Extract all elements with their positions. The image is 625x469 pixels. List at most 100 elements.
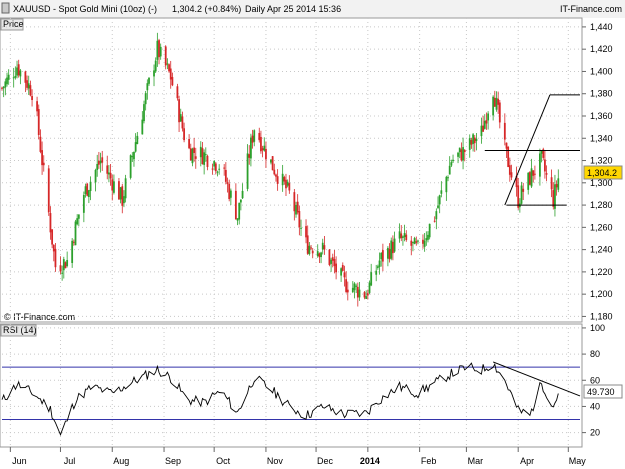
- candle-body: [241, 190, 244, 199]
- candle-body: [413, 238, 416, 245]
- candle-body: [555, 184, 558, 188]
- candle-body: [159, 46, 162, 57]
- candle-body: [462, 147, 464, 161]
- candles: [1, 32, 560, 307]
- rsi-annotations: [492, 361, 581, 397]
- rsi-tick-label: 40: [590, 401, 600, 411]
- candle-body: [82, 194, 85, 213]
- candle-body: [492, 96, 495, 116]
- candle-body: [365, 296, 368, 299]
- rsi-badge-value: 49.730: [587, 387, 615, 397]
- watermark: © IT-Finance.com: [4, 312, 75, 322]
- candle-body: [239, 199, 242, 203]
- price-panel: [0, 17, 583, 323]
- candle-body: [520, 185, 523, 204]
- candle-body: [223, 167, 226, 169]
- price-tick-label: 1,200: [590, 289, 613, 299]
- candle-body: [31, 96, 33, 101]
- x-tick-label: Jul: [64, 456, 76, 466]
- candle-body: [265, 148, 267, 160]
- candle-body: [199, 146, 202, 158]
- candle-body: [345, 279, 348, 292]
- candle-body: [355, 285, 358, 287]
- candle-body: [356, 286, 359, 298]
- candle-body: [72, 241, 75, 243]
- price-grid: [2, 18, 580, 322]
- candle-body: [109, 172, 112, 179]
- x-tick-label: Aug: [113, 456, 129, 466]
- rsi-panel: [0, 323, 583, 448]
- candle-body: [87, 190, 90, 198]
- candle-body: [113, 181, 115, 193]
- x-tick-label: Nov: [267, 456, 284, 466]
- candle-body: [310, 247, 312, 249]
- candle-body: [121, 186, 124, 206]
- candle-body: [211, 168, 214, 170]
- x-tick-label: Sep: [165, 456, 181, 466]
- meta-text: Daily Apr 25 2014 15:36: [245, 4, 341, 14]
- candle-body: [340, 268, 343, 276]
- candle-body: [77, 214, 80, 219]
- candle-body: [370, 272, 373, 286]
- header-bar: [0, 0, 625, 18]
- candle-body: [423, 240, 426, 247]
- candle-body: [328, 249, 331, 265]
- candle-body: [487, 113, 490, 121]
- candle-body: [224, 169, 227, 182]
- candle-body: [475, 138, 478, 142]
- candle-body: [283, 177, 286, 182]
- candle-body: [450, 162, 453, 166]
- candle-body: [300, 227, 302, 229]
- price-trendline: [504, 94, 551, 206]
- candle-body: [134, 142, 137, 152]
- candle-body: [258, 132, 261, 141]
- rsi-badge-box: [583, 384, 623, 399]
- price-tick-label: 1,360: [590, 111, 613, 121]
- candle-body: [498, 102, 501, 123]
- price-tick-label: 1,400: [590, 66, 613, 76]
- candle-body: [156, 40, 159, 60]
- candle-body: [522, 188, 525, 192]
- candle-body: [386, 247, 389, 259]
- candle-body: [234, 190, 237, 220]
- source-text: IT-Finance.com: [560, 4, 622, 14]
- rsi-tick-label: 80: [590, 349, 600, 359]
- candle-body: [517, 185, 520, 208]
- rsi-line: [1, 362, 559, 437]
- candle-body: [49, 213, 52, 233]
- candle-body: [550, 177, 553, 190]
- candle-body: [251, 135, 254, 143]
- candle-body: [445, 176, 448, 193]
- candle-body: [37, 109, 40, 136]
- candle-body: [29, 85, 32, 96]
- candle-body: [168, 64, 170, 72]
- candle-body: [460, 149, 463, 161]
- candle-body: [64, 262, 67, 269]
- x-tick-label: May: [569, 456, 587, 466]
- candle-body: [106, 165, 109, 174]
- candle-body: [17, 64, 20, 76]
- candle-body: [405, 234, 408, 241]
- candle-body: [463, 150, 466, 153]
- candle-body: [393, 238, 396, 252]
- candle-body: [71, 240, 74, 264]
- candle-body: [27, 83, 30, 89]
- candle-body: [316, 251, 319, 256]
- candle-body: [270, 159, 272, 163]
- candle-body: [229, 190, 232, 198]
- price-tick-label: 1,380: [590, 89, 613, 99]
- candle-body: [468, 138, 471, 150]
- rsi-trendline: [492, 361, 581, 397]
- candle-body: [39, 136, 42, 152]
- candle-body: [281, 173, 284, 186]
- x-tick-label: 2014: [360, 456, 380, 466]
- candle-body: [331, 257, 334, 261]
- candle-body: [403, 233, 406, 238]
- candle-body: [213, 161, 216, 167]
- candle-body: [41, 150, 43, 166]
- price-tick-label: 1,440: [590, 22, 613, 32]
- candle-body: [428, 223, 431, 238]
- candle-body: [179, 114, 182, 122]
- candle-body: [119, 187, 122, 200]
- candle-body: [66, 260, 69, 266]
